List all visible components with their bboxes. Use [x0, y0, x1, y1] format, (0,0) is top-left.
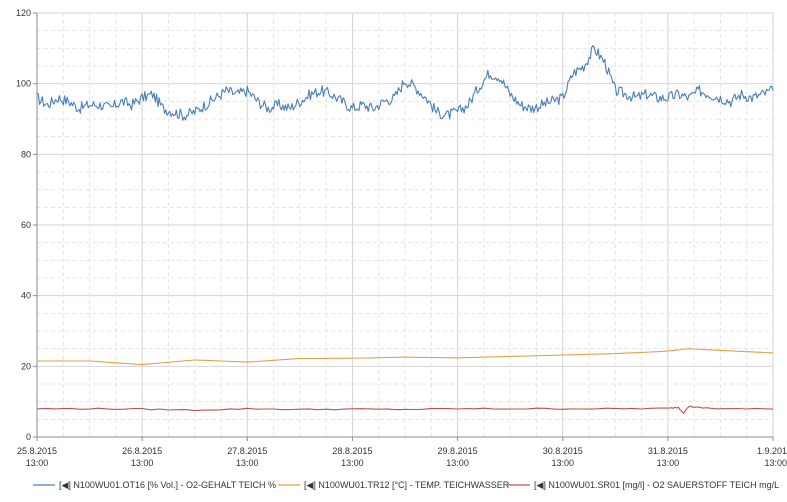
x-tick-label-time: 13:00: [657, 458, 680, 468]
x-tick-label-time: 13:00: [26, 458, 49, 468]
legend-label-3: [◀] N100WU01.SR01 [mg/l] - O2 SAUERSTOFF…: [534, 480, 779, 490]
x-tick-label-time: 13:00: [236, 458, 259, 468]
y-tick-label: 0: [26, 432, 31, 442]
y-tick-label: 120: [16, 8, 31, 18]
x-tick-label-time: 13:00: [341, 458, 364, 468]
y-tick-label: 80: [21, 149, 31, 159]
x-tick-label-date: 31.8.2015: [648, 446, 688, 456]
x-tick-label-date: 25.8.2015: [17, 446, 57, 456]
series-line-1: [36, 45, 774, 121]
x-axis-ticks: 25.8.2015 13:00 26.8.2015 13:00 27.8.2015 13:…: [17, 437, 787, 468]
x-tick-label-time: 13:00: [551, 458, 574, 468]
x-tick-label-date: 26.8.2015: [122, 446, 162, 456]
y-tick-label: 60: [21, 220, 31, 230]
series-line-3: [36, 405, 774, 414]
x-tick-label-time: 13:00: [764, 458, 787, 468]
y-axis-ticks: 0 20 40 60 80 100 120: [16, 8, 37, 442]
legend: [◀] N100WU01.OT16 [% Vol.] - O2-GEHALT T…: [33, 480, 779, 490]
y-tick-label: 40: [21, 291, 31, 301]
series-lines: [36, 45, 774, 414]
y-tick-label: 100: [16, 79, 31, 89]
legend-label-1: [◀] N100WU01.OT16 [% Vol.] - O2-GEHALT T…: [59, 480, 276, 490]
x-tick-label-time: 13:00: [446, 458, 469, 468]
x-tick-label-date: 28.8.2015: [332, 446, 372, 456]
x-tick-label-date: 1.9.201: [757, 446, 787, 456]
x-tick-label-time: 13:00: [131, 458, 154, 468]
x-tick-label-date: 29.8.2015: [438, 446, 478, 456]
series-line-2: [37, 348, 774, 366]
y-tick-label: 20: [21, 361, 31, 371]
legend-label-2: [◀] N100WU01.TR12 [°C] - TEMP. TEICHWASS…: [304, 480, 510, 490]
x-tick-label-date: 30.8.2015: [543, 446, 583, 456]
x-tick-label-date: 27.8.2015: [227, 446, 267, 456]
